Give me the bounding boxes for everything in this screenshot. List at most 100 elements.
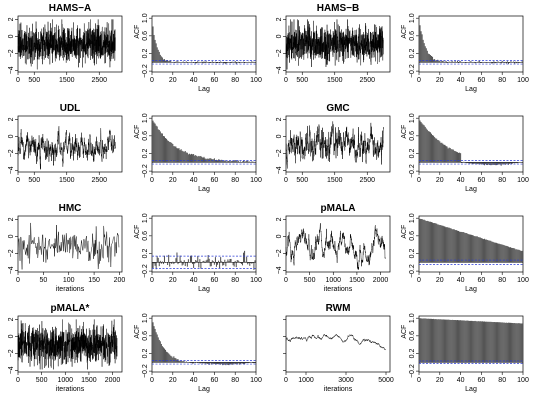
x-tick-label: 80 <box>498 77 506 84</box>
trace-plot-4: UDL 0 500 1500 2500 −4 −2 0 2 <box>8 103 123 184</box>
plot-title: GMC <box>326 103 349 114</box>
plot-title: HAMS−A <box>49 3 92 14</box>
y-tick-label: 2 <box>8 117 15 121</box>
acf-plot-5: 0 20 40 60 80 100 −0.2 0.2 0.6 1.0 Lag ACF <box>134 113 262 193</box>
y-tick-label: 0 <box>276 134 283 138</box>
x-tick-label: 80 <box>231 77 239 84</box>
x-tick-label: 100 <box>250 277 262 284</box>
x-tick-label: 0 <box>150 277 154 284</box>
y-axis-label: ACF <box>134 125 141 139</box>
y-tick-label: −0.2 <box>142 64 149 78</box>
x-tick-label: 1500 <box>327 77 343 84</box>
y-tick-label: −2 <box>8 149 15 157</box>
x-axis-label: Lag <box>465 286 477 293</box>
y-tick-label: −0.2 <box>409 64 416 78</box>
plot-title: pMALA <box>321 203 356 214</box>
trace-plot-8: HMC 0 50 100 150 200 −4 −2 0 2 iterations <box>8 203 125 293</box>
x-tick-label: 0 <box>16 377 20 384</box>
y-tick-label: 1.0 <box>409 213 416 223</box>
x-axis-label: Lag <box>465 386 477 393</box>
x-tick-label: 1500 <box>81 377 97 384</box>
plot-title: HAMS−B <box>317 3 360 14</box>
x-tick-label: 1500 <box>349 277 365 284</box>
acf-bars <box>151 118 257 163</box>
x-tick-label: 0 <box>284 377 288 384</box>
y-tick-label: −4 <box>8 366 15 374</box>
y-tick-label: 1.0 <box>142 313 149 323</box>
x-tick-label: 150 <box>88 277 100 284</box>
y-tick-label: 0.6 <box>142 31 149 41</box>
x-tick-label: 60 <box>211 277 219 284</box>
x-tick-label: 1500 <box>327 177 343 184</box>
plot-title: HMC <box>59 203 82 214</box>
trace-line <box>17 19 116 70</box>
x-tick-label: 1500 <box>59 77 75 84</box>
acf-plot-13: 0 20 40 60 80 100 −0.2 0.2 0.6 1.0 Lag ACF <box>134 313 262 393</box>
x-tick-label: 80 <box>498 277 506 284</box>
x-tick-label: 2500 <box>359 77 375 84</box>
y-tick-label: 0 <box>8 234 15 238</box>
x-tick-label: 20 <box>436 177 444 184</box>
plot-frame <box>17 115 123 173</box>
acf-plot-1: 0 20 40 60 80 100 −0.2 0.2 0.6 1.0 Lag ACF <box>134 13 262 93</box>
x-tick-label: 0 <box>417 177 421 184</box>
x-tick-label: 50 <box>39 277 47 284</box>
x-tick-label: 500 <box>28 177 40 184</box>
y-tick-label: 0.2 <box>409 49 416 59</box>
x-tick-label: 80 <box>231 177 239 184</box>
x-axis-label: Lag <box>198 386 210 393</box>
y-tick-label: 0.6 <box>142 131 149 141</box>
y-axis-label: ACF <box>134 225 141 239</box>
x-tick-label: 0 <box>150 77 154 84</box>
x-tick-label: 80 <box>498 377 506 384</box>
acf-bars <box>418 218 524 263</box>
x-axis-label: iterations <box>56 386 85 393</box>
y-axis-label: ACF <box>134 325 141 339</box>
x-axis-label: Lag <box>465 186 477 193</box>
trace-line <box>285 19 384 70</box>
y-tick-label: 2 <box>276 217 283 221</box>
x-tick-label: 20 <box>436 377 444 384</box>
x-tick-label: 20 <box>169 177 177 184</box>
x-tick-label: 100 <box>517 377 529 384</box>
x-tick-label: 40 <box>457 177 465 184</box>
y-tick-label: 0 <box>8 334 15 338</box>
plot-frame <box>285 315 391 373</box>
y-tick-label: −0.2 <box>409 264 416 278</box>
trace-plot-12: pMALA* 0 500 1000 1500 2000 −4 −2 0 2 iterations <box>8 303 123 393</box>
y-tick-label: 1.0 <box>142 113 149 123</box>
x-tick-label: 500 <box>36 377 48 384</box>
x-tick-label: 100 <box>250 177 262 184</box>
x-tick-label: 100 <box>517 277 529 284</box>
plot-frame <box>285 215 391 273</box>
plot-frame <box>17 15 123 73</box>
x-tick-label: 60 <box>211 177 219 184</box>
acf-bars <box>418 318 524 363</box>
x-tick-label: 0 <box>417 77 421 84</box>
x-tick-label: 40 <box>190 177 198 184</box>
acf-bars <box>418 18 524 65</box>
x-tick-label: 40 <box>457 377 465 384</box>
y-tick-label: −0.2 <box>409 164 416 178</box>
y-tick-label: 0.6 <box>409 31 416 41</box>
x-axis-label: iterations <box>324 286 353 293</box>
y-tick-label: 0 <box>8 134 15 138</box>
y-tick-label: 0.2 <box>142 249 149 259</box>
trace-plot-6: GMC 0 500 1500 2500 −4 −2 0 2 <box>276 103 391 184</box>
x-axis-label: Lag <box>198 86 210 93</box>
trace-line <box>285 121 384 169</box>
x-tick-label: 3000 <box>338 377 354 384</box>
x-tick-label: 1000 <box>57 377 73 384</box>
x-tick-label: 100 <box>517 77 529 84</box>
y-tick-label: 0.2 <box>409 149 416 159</box>
y-tick-label: 0.6 <box>409 331 416 341</box>
acf-bars <box>151 18 257 65</box>
x-tick-label: 60 <box>211 377 219 384</box>
x-tick-label: 100 <box>63 277 75 284</box>
trace-plot-2: HAMS−B 0 500 1500 2500 −4 −2 0 2 <box>276 3 391 84</box>
x-tick-label: 0 <box>16 277 20 284</box>
y-axis-label: ACF <box>401 25 408 39</box>
y-tick-label: −4 <box>276 166 283 174</box>
y-tick-label: 2 <box>8 317 15 321</box>
y-tick-label: 0.6 <box>409 231 416 241</box>
